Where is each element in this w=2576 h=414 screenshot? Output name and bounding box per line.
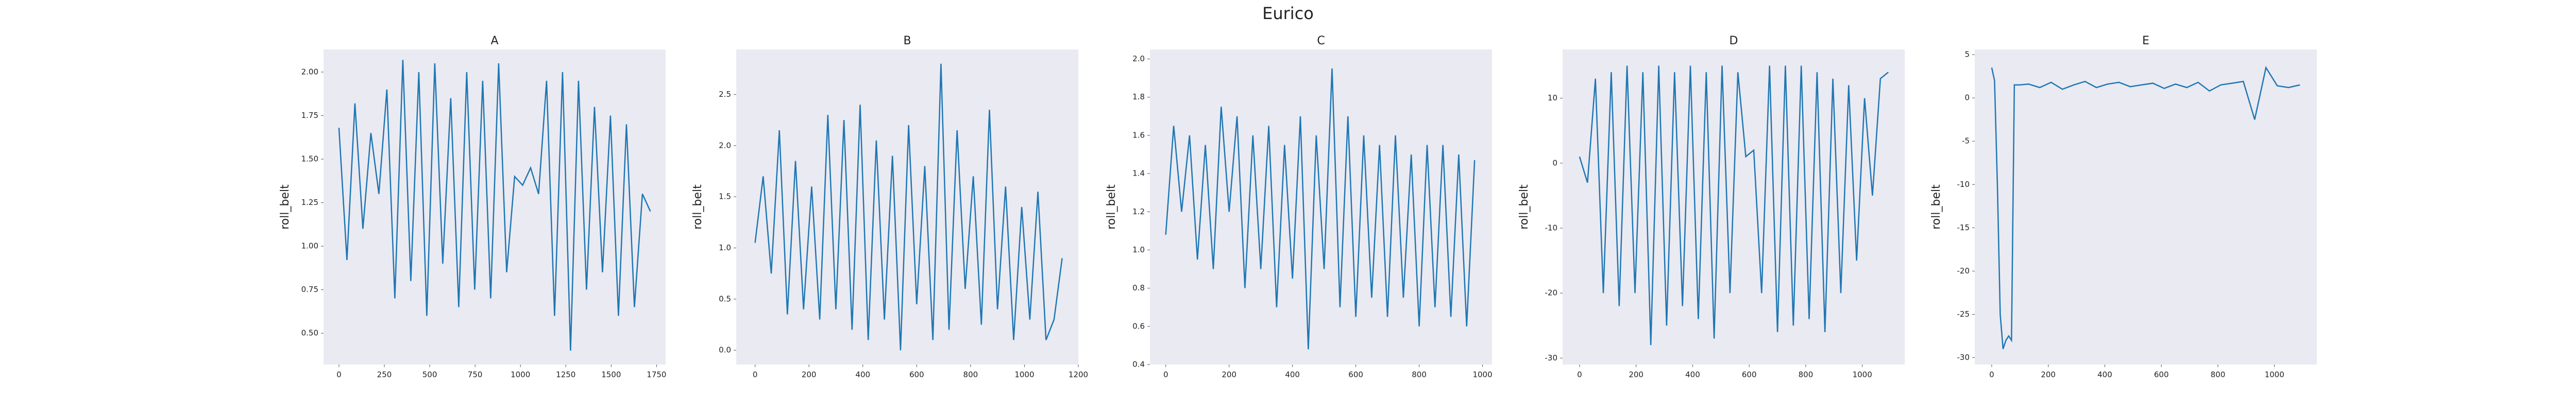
- x-tick-label: 1000: [511, 370, 530, 380]
- subplot-title: B: [903, 34, 911, 47]
- x-tick-label: 0: [753, 370, 758, 380]
- y-tick-label: -10: [1957, 180, 1970, 189]
- plot-area: [1975, 49, 2317, 365]
- y-tick-label: 1.4: [1132, 169, 1145, 178]
- x-tick-label: 400: [2097, 370, 2112, 380]
- data-line: [338, 60, 651, 351]
- y-tick-label: -20: [1545, 288, 1558, 298]
- y-tick-label: -25: [1957, 309, 1970, 319]
- x-tick-label: 400: [1285, 370, 1300, 380]
- y-tick-label: 0: [1964, 93, 1970, 102]
- y-tick-label: 0.4: [1132, 360, 1145, 369]
- x-tick-label: 1250: [556, 370, 575, 380]
- y-tick-label: -30: [1957, 353, 1970, 362]
- y-tick-label: 0.8: [1132, 283, 1145, 292]
- data-line: [1991, 66, 2300, 350]
- x-tick-label: 800: [2211, 370, 2226, 380]
- y-tick-label: 1.5: [719, 192, 731, 201]
- x-tick-label: 0: [1577, 370, 1582, 380]
- plot-area: [324, 49, 666, 365]
- y-tick-label: 1.0: [1132, 245, 1145, 254]
- subplot-title: A: [490, 34, 498, 47]
- y-tick-label: -20: [1957, 266, 1970, 275]
- y-axis-label: roll_belt: [1105, 184, 1118, 230]
- y-axis-label: roll_belt: [279, 184, 292, 230]
- data-line: [1165, 68, 1476, 350]
- y-tick-label: -5: [1962, 136, 1970, 146]
- y-tick-label: 0.75: [301, 285, 318, 294]
- y-tick-label: -10: [1545, 223, 1558, 233]
- x-tick-label: 400: [855, 370, 870, 380]
- x-tick-label: 1000: [1014, 370, 1034, 380]
- x-tick-label: 1500: [601, 370, 621, 380]
- y-tick-label: 1.25: [301, 198, 318, 207]
- subplot-title: E: [2142, 34, 2149, 47]
- x-tick-label: 1000: [2265, 370, 2284, 380]
- y-tick-label: 2.0: [1132, 54, 1145, 63]
- data-line: [1579, 65, 1889, 346]
- x-tick-label: 800: [1799, 370, 1814, 380]
- x-tick-label: 500: [422, 370, 437, 380]
- subplot-title: C: [1317, 34, 1325, 47]
- y-tick-label: 0.6: [1132, 321, 1145, 331]
- x-tick-label: 600: [1742, 370, 1757, 380]
- y-tick-label: 1.75: [301, 111, 318, 120]
- y-tick-label: 0.5: [719, 294, 731, 303]
- y-tick-label: 1.8: [1132, 92, 1145, 101]
- x-tick-label: 200: [802, 370, 817, 380]
- x-tick-label: 200: [1222, 370, 1236, 380]
- y-tick-label: 2.5: [719, 90, 731, 99]
- x-tick-label: 600: [1348, 370, 1363, 380]
- y-axis-label: roll_belt: [691, 184, 704, 230]
- x-tick-label: 0: [1989, 370, 1994, 380]
- y-axis-label: roll_belt: [1930, 184, 1943, 230]
- x-tick-label: 800: [1412, 370, 1427, 380]
- y-tick-label: 0: [1552, 158, 1557, 167]
- x-tick-label: 0: [336, 370, 342, 380]
- x-tick-label: 200: [1629, 370, 1643, 380]
- y-tick-label: 0.50: [301, 329, 318, 338]
- y-tick-label: 0.0: [719, 346, 731, 355]
- subplot-title: D: [1730, 34, 1738, 47]
- figure-title: Eurico: [1262, 4, 1314, 23]
- x-tick-label: 400: [1685, 370, 1700, 380]
- y-tick-label: 1.2: [1132, 207, 1145, 216]
- y-tick-label: 1.00: [301, 242, 318, 251]
- y-tick-label: 1.6: [1132, 130, 1145, 140]
- x-tick-label: 1200: [1069, 370, 1088, 380]
- x-tick-label: 600: [2154, 370, 2169, 380]
- y-tick-label: 10: [1548, 93, 1557, 102]
- x-tick-label: 750: [468, 370, 483, 380]
- x-tick-label: 1750: [647, 370, 666, 380]
- y-tick-label: -15: [1957, 223, 1970, 232]
- x-tick-label: 1000: [1853, 370, 1872, 380]
- x-tick-label: 200: [2041, 370, 2056, 380]
- y-tick-label: 5: [1964, 50, 1970, 59]
- x-tick-label: 0: [1163, 370, 1168, 380]
- y-tick-label: 2.0: [719, 141, 731, 150]
- data-line: [754, 63, 1063, 351]
- y-tick-label: 1.50: [301, 154, 318, 164]
- plot-area: [736, 49, 1078, 365]
- y-tick-label: 2.00: [301, 67, 318, 76]
- x-tick-label: 1000: [1472, 370, 1492, 380]
- x-tick-label: 600: [909, 370, 924, 380]
- y-tick-label: -30: [1545, 353, 1558, 363]
- y-axis-label: roll_belt: [1518, 184, 1531, 230]
- x-tick-label: 250: [377, 370, 392, 380]
- y-tick-label: 1.0: [719, 243, 731, 252]
- x-tick-label: 800: [963, 370, 978, 380]
